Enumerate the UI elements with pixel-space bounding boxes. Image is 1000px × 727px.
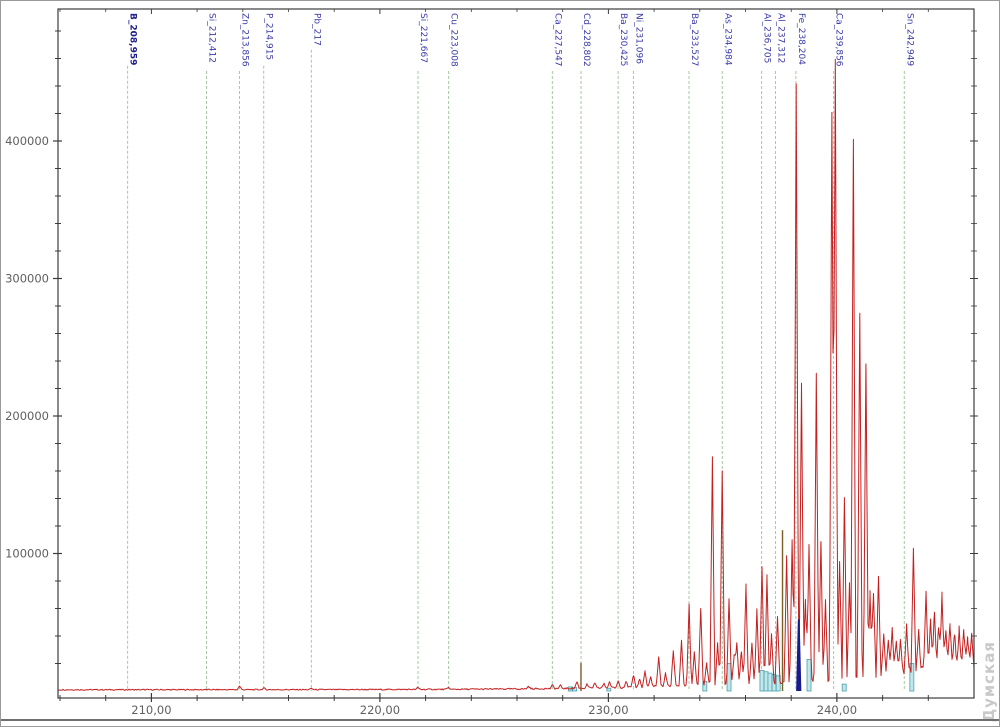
integration-bar	[759, 669, 765, 692]
element-label[interactable]: Sn_242,949	[904, 13, 914, 66]
element-label[interactable]: Al_237,312	[775, 13, 785, 63]
element-label[interactable]: As_234,984	[722, 13, 732, 66]
element-label[interactable]: Ni_231,096	[633, 13, 643, 64]
x-tick-label: 240,00	[817, 703, 857, 717]
y-tick-label: 300000	[5, 272, 49, 286]
element-label[interactable]: Ca_227,547	[552, 13, 562, 67]
element-label[interactable]: Si_221,667	[418, 13, 428, 63]
element-label[interactable]: Pb_217	[311, 13, 321, 46]
y-tick-label: 200000	[5, 409, 49, 423]
x-tick-label: 210,00	[131, 703, 171, 717]
element-label[interactable]: Al_236,705	[762, 13, 772, 63]
bottom-border-line	[1, 719, 999, 721]
watermark: Думская	[980, 640, 998, 722]
element-label[interactable]: B_208,959	[128, 13, 138, 65]
olive-peaks	[580, 530, 784, 691]
element-label[interactable]: Zn_213,856	[240, 13, 250, 67]
spectrum-trace	[57, 58, 975, 691]
integration-bar	[806, 658, 812, 692]
element-label[interactable]: Ba_233,527	[689, 13, 699, 66]
integration-bars	[567, 658, 915, 692]
y-tick-label: 400000	[5, 134, 49, 148]
element-label[interactable]: Si_212,412	[207, 13, 217, 63]
integration-bar	[775, 675, 781, 692]
element-label[interactable]: Cu_223,008	[449, 13, 459, 67]
marked-peak-navy	[796, 619, 802, 691]
axes: 210,00 220,00 230,00 240,00 100000 200000 3000…	[5, 8, 978, 717]
integration-bar	[763, 671, 769, 692]
element-label[interactable]: Ca_239,856	[834, 13, 844, 67]
x-tick-label: 230,00	[588, 703, 628, 717]
integration-bar	[606, 687, 612, 692]
element-label[interactable]: Ba_230,425	[618, 13, 628, 66]
x-tick-label: 220,00	[360, 703, 400, 717]
integration-bar	[726, 663, 732, 692]
integration-bar	[909, 663, 915, 692]
plot-frame	[57, 8, 975, 699]
element-label[interactable]: P_214,915	[264, 13, 274, 60]
integration-bar	[841, 683, 847, 692]
integration-bar	[767, 672, 773, 692]
element-label[interactable]: Cd_228,802	[581, 13, 591, 67]
y-tick-label: 100000	[5, 547, 49, 561]
element-label[interactable]: Fe_238,204	[796, 13, 806, 65]
